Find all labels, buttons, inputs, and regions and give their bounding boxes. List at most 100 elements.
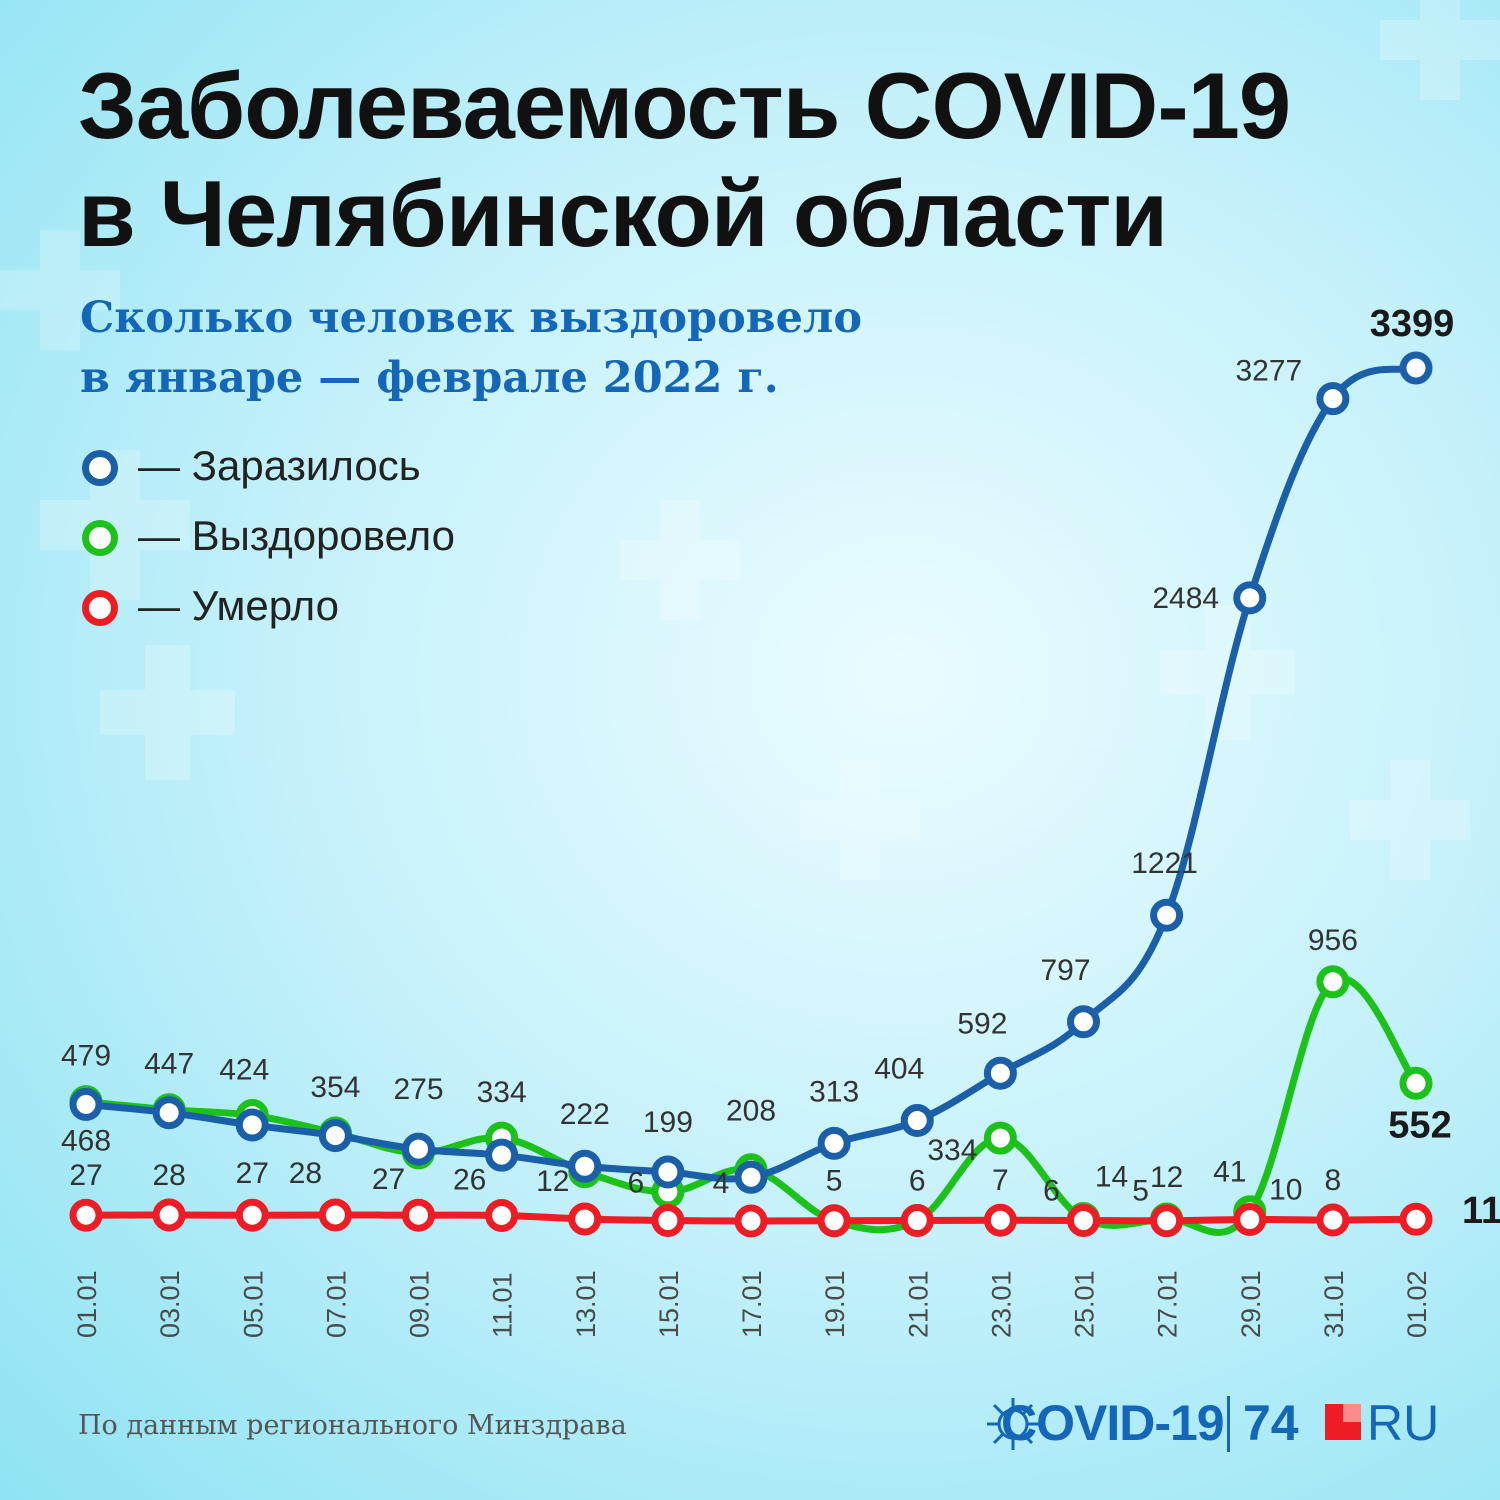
data-point-infected <box>817 1126 851 1160</box>
data-label-recovered: 334 <box>927 1134 977 1167</box>
x-tick-label: 19.01 <box>820 1270 850 1338</box>
legend-marker-recovered <box>82 520 118 556</box>
data-point-died <box>651 1203 685 1237</box>
data-label-infected: 404 <box>874 1052 924 1085</box>
data-label-recovered: 424 <box>219 1053 269 1086</box>
data-label-infected: 208 <box>726 1094 776 1127</box>
data-label-infected: 199 <box>643 1106 693 1139</box>
x-tick-label: 17.01 <box>737 1270 767 1338</box>
data-label-died: 27 <box>236 1157 269 1190</box>
chart-title: Заболеваемость COVID-19 в Челябинской об… <box>78 52 1478 268</box>
data-point-infected <box>69 1087 103 1121</box>
data-label-died: 12 <box>536 1165 569 1198</box>
data-point-infected <box>235 1108 269 1142</box>
data-label-infected: 2484 <box>1152 582 1219 615</box>
x-tick-label: 07.01 <box>321 1270 351 1338</box>
logo-ru-text: RU <box>1367 1395 1440 1451</box>
x-tick-label: 01.02 <box>1402 1270 1432 1338</box>
legend-marker-died <box>82 590 118 626</box>
data-label-infected: 592 <box>957 1007 1007 1040</box>
x-tick-label: 05.01 <box>238 1270 268 1338</box>
data-point-infected <box>402 1132 435 1166</box>
data-point-died <box>568 1202 602 1236</box>
data-point-infected <box>485 1138 519 1172</box>
logo-separator <box>1227 1396 1230 1452</box>
x-tick-label: 25.01 <box>1070 1270 1100 1338</box>
data-label-recovered: 12 <box>1150 1161 1183 1194</box>
data-label-died: 27 <box>372 1163 405 1196</box>
data-label-died: 26 <box>453 1163 486 1196</box>
data-point-infected <box>651 1155 685 1189</box>
data-point-infected <box>1067 1005 1100 1039</box>
x-tick-label: 31.01 <box>1319 1270 1349 1338</box>
source-note: По данным регионального Минздрава <box>78 1410 627 1441</box>
data-point-infected <box>568 1149 602 1183</box>
data-point-died <box>734 1204 768 1238</box>
x-tick-label: 13.01 <box>571 1270 601 1338</box>
data-label-died: 11 <box>1462 1190 1500 1232</box>
legend-item-infected: — Заразилось <box>80 438 680 498</box>
chart-subtitle-line-2: в январе — феврале 2022 г. <box>80 353 779 403</box>
x-tick-label: 29.01 <box>1236 1270 1266 1338</box>
brand-logo: COVID-19 74 RU <box>985 1390 1455 1460</box>
data-point-died <box>1399 1202 1433 1236</box>
data-label-died: 6 <box>909 1164 926 1197</box>
data-point-died <box>1067 1203 1100 1237</box>
data-point-infected <box>1399 351 1433 385</box>
data-point-died <box>817 1204 851 1238</box>
data-point-died <box>485 1198 519 1232</box>
data-label-died: 6 <box>628 1166 645 1199</box>
data-label-died: 8 <box>1325 1164 1342 1197</box>
data-label-infected: 468 <box>61 1124 111 1157</box>
data-label-died: 6 <box>1043 1174 1060 1207</box>
data-point-died <box>318 1198 352 1232</box>
legend-label-infected: — Заразилось <box>138 442 421 489</box>
data-label-infected: 3399 <box>1370 303 1455 345</box>
data-point-died <box>1233 1202 1267 1236</box>
data-point-infected <box>983 1056 1017 1090</box>
data-label-died: 10 <box>1269 1173 1302 1206</box>
chart-subtitle-line-1: Сколько человек выздоровело <box>80 293 862 343</box>
data-label-recovered: 41 <box>1213 1156 1246 1189</box>
data-point-died <box>1150 1204 1184 1238</box>
data-point-died <box>900 1203 934 1237</box>
data-point-recovered <box>1316 965 1350 999</box>
data-point-infected <box>152 1096 186 1130</box>
data-point-infected <box>1233 581 1267 615</box>
data-point-died <box>235 1198 269 1232</box>
data-label-died: 28 <box>289 1157 322 1190</box>
data-point-infected <box>734 1160 768 1194</box>
chart-subtitle: Сколько человек выздоровело в январе — ф… <box>80 288 1080 408</box>
data-label-recovered: 956 <box>1308 924 1358 957</box>
data-label-infected: 1221 <box>1131 847 1198 880</box>
legend-item-died: — Умерло <box>80 578 680 638</box>
legend-label-died: — Умерло <box>138 582 339 629</box>
data-point-died <box>983 1203 1017 1237</box>
data-point-died <box>69 1198 103 1232</box>
data-label-infected: 222 <box>560 1098 610 1131</box>
data-label-recovered: 479 <box>61 1040 111 1073</box>
data-point-died <box>1316 1203 1350 1237</box>
data-label-died: 27 <box>69 1159 102 1192</box>
data-point-infected <box>900 1103 934 1137</box>
data-point-died <box>402 1198 435 1232</box>
data-label-died: 4 <box>713 1167 730 1200</box>
legend-label-recovered: — Выздоровело <box>138 512 455 559</box>
logo-74-text: 74 <box>1243 1395 1299 1451</box>
x-tick-label: 21.01 <box>903 1270 933 1338</box>
data-point-infected <box>318 1119 352 1153</box>
logo-covid-text: COVID-19 <box>1001 1395 1225 1451</box>
x-tick-label: 23.01 <box>986 1270 1016 1338</box>
x-tick-label: 11.01 <box>488 1272 518 1338</box>
logo-square-icon <box>1325 1404 1361 1440</box>
x-tick-label: 27.01 <box>1153 1270 1183 1338</box>
x-tick-label: 01.01 <box>72 1270 102 1338</box>
data-label-recovered: 447 <box>144 1048 194 1081</box>
data-point-died <box>152 1198 186 1232</box>
data-point-infected <box>1316 382 1350 416</box>
data-label-died: 5 <box>826 1165 843 1198</box>
series-line-infected <box>82 364 1420 1183</box>
data-label-infected: 797 <box>1040 954 1090 987</box>
